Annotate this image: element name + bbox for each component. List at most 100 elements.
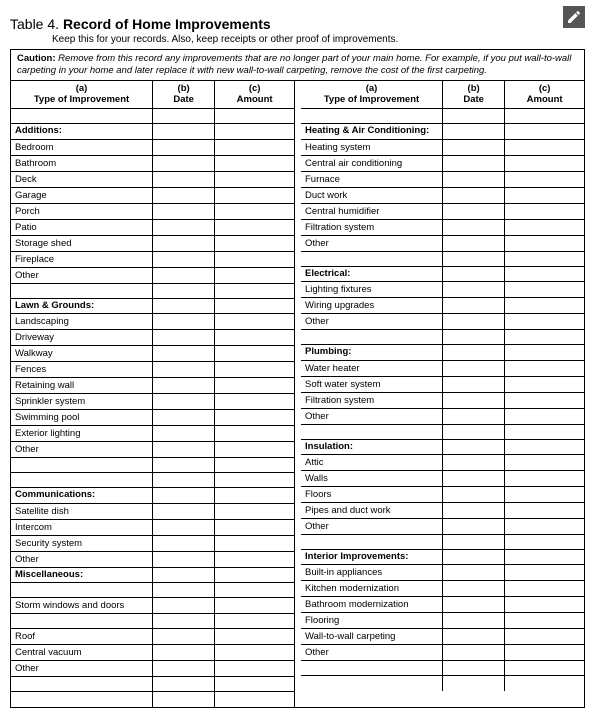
table-row: Sprinkler system [11, 394, 294, 410]
table-number: Table 4. [10, 16, 59, 32]
table-row: Wiring upgrades [301, 298, 584, 314]
table-row: Floors [301, 487, 584, 503]
type-cell: Additions: [11, 124, 153, 139]
amount-cell [215, 503, 294, 519]
table-row: Landscaping [11, 314, 294, 330]
date-cell [443, 455, 505, 471]
date-cell [443, 565, 505, 581]
amount-cell [215, 251, 294, 267]
col-a-letter: (a) [366, 83, 378, 94]
type-cell: Filtration system [301, 392, 443, 408]
right-table: (a) Type of Improvement (b) Date (c) Amo… [301, 81, 584, 691]
date-cell [443, 155, 505, 171]
table-row: Attic [301, 455, 584, 471]
date-cell [443, 171, 505, 187]
amount-cell [505, 219, 584, 235]
type-cell [301, 535, 443, 550]
type-cell: Garage [11, 187, 153, 203]
amount-cell [215, 692, 294, 707]
amount-cell [215, 155, 294, 171]
table-row: Other [301, 408, 584, 424]
table-row: Interior Improvements: [301, 550, 584, 565]
type-cell: Central air conditioning [301, 155, 443, 171]
table-row: Storage shed [11, 235, 294, 251]
type-cell: Storm windows and doors [11, 598, 153, 614]
type-cell: Floors [301, 487, 443, 503]
amount-cell [215, 267, 294, 283]
date-cell [443, 629, 505, 645]
table-row: Driveway [11, 330, 294, 346]
date-cell [153, 267, 215, 283]
date-cell [153, 219, 215, 235]
page: Table 4. Record of Home Improvements Kee… [0, 0, 595, 718]
date-cell [443, 187, 505, 203]
date-cell [443, 298, 505, 314]
type-cell: Walkway [11, 346, 153, 362]
type-cell: Lighting fixtures [301, 282, 443, 298]
type-cell: Patio [11, 219, 153, 235]
col-b-label: Date [173, 94, 194, 105]
date-cell [443, 613, 505, 629]
amount-cell [215, 426, 294, 442]
amount-cell [215, 488, 294, 503]
table-row: Heating system [301, 139, 584, 155]
amount-cell [215, 442, 294, 458]
amount-cell [215, 171, 294, 187]
table-row: Water heater [301, 360, 584, 376]
amount-cell [505, 203, 584, 219]
date-cell [153, 109, 215, 124]
type-cell: Deck [11, 171, 153, 187]
table-row [301, 424, 584, 439]
type-cell: Electrical: [301, 266, 443, 281]
amount-cell [215, 583, 294, 598]
amount-cell [215, 458, 294, 473]
table-row [11, 473, 294, 488]
table-row: Built-in appliances [301, 565, 584, 581]
type-cell: Bathroom modernization [301, 597, 443, 613]
type-cell: Walls [301, 471, 443, 487]
amount-cell [215, 124, 294, 139]
table-row [301, 535, 584, 550]
amount-cell [505, 503, 584, 519]
type-cell: Sprinkler system [11, 394, 153, 410]
col-c-header: (c) Amount [505, 81, 584, 109]
table-row: Other [11, 551, 294, 567]
type-cell: Miscellaneous: [11, 567, 153, 582]
date-cell [153, 426, 215, 442]
type-cell [301, 676, 443, 691]
amount-cell [215, 629, 294, 645]
date-cell [443, 676, 505, 691]
date-cell [153, 645, 215, 661]
table-row: Flooring [301, 613, 584, 629]
col-b-header: (b) Date [153, 81, 215, 109]
table-row [11, 677, 294, 692]
date-cell [443, 408, 505, 424]
col-a-label: Type of Improvement [324, 94, 419, 105]
date-cell [153, 614, 215, 629]
caution-text: Remove from this record any improvements… [17, 53, 571, 76]
date-cell [153, 187, 215, 203]
col-c-label: Amount [527, 94, 563, 105]
type-cell: Other [11, 442, 153, 458]
table-row: Storm windows and doors [11, 598, 294, 614]
amount-cell [505, 376, 584, 392]
date-cell [443, 266, 505, 281]
table-row: Electrical: [301, 266, 584, 281]
table-row: Central air conditioning [301, 155, 584, 171]
amount-cell [215, 203, 294, 219]
date-cell [153, 535, 215, 551]
type-cell [301, 251, 443, 266]
type-cell: Flooring [301, 613, 443, 629]
type-cell [301, 109, 443, 124]
amount-cell [505, 109, 584, 124]
table-row [11, 109, 294, 124]
type-cell: Other [301, 519, 443, 535]
amount-cell [505, 487, 584, 503]
table-row [301, 251, 584, 266]
table-row: Soft water system [301, 376, 584, 392]
table-row [11, 583, 294, 598]
amount-cell [215, 677, 294, 692]
amount-cell [505, 392, 584, 408]
table-row: Other [11, 661, 294, 677]
date-cell [153, 410, 215, 426]
